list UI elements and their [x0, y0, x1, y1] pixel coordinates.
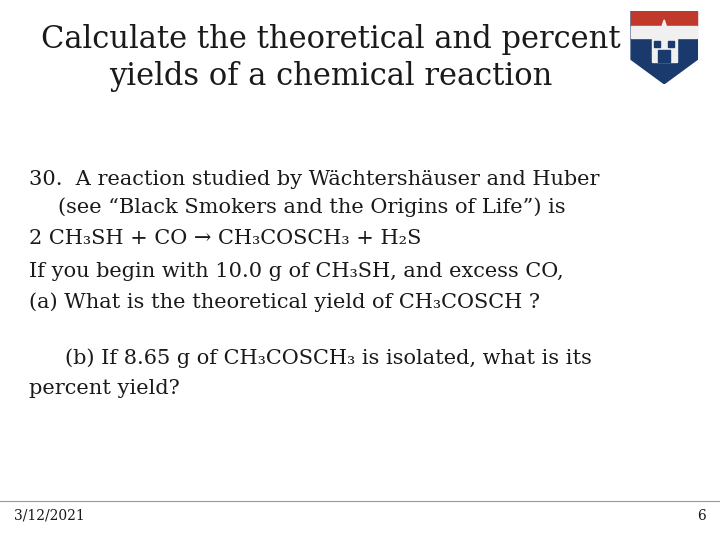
Polygon shape — [654, 41, 660, 47]
Polygon shape — [631, 11, 698, 84]
Text: Calculate the theoretical and percent
yields of a chemical reaction: Calculate the theoretical and percent yi… — [41, 24, 621, 92]
Text: (a) What is the theoretical yield of CH₃COSCH ?: (a) What is the theoretical yield of CH₃… — [29, 293, 540, 312]
Text: 30.  A reaction studied by Wächtershäuser and Huber: 30. A reaction studied by Wächtershäuser… — [29, 170, 599, 189]
Text: 2 CH₃SH + CO → CH₃COSCH₃ + H₂S: 2 CH₃SH + CO → CH₃COSCH₃ + H₂S — [29, 230, 421, 248]
Text: (see “Black Smokers and the Origins of Life”) is: (see “Black Smokers and the Origins of L… — [58, 197, 565, 217]
Text: percent yield?: percent yield? — [29, 379, 179, 398]
Polygon shape — [668, 41, 674, 47]
Polygon shape — [631, 26, 698, 38]
Polygon shape — [660, 20, 668, 32]
Polygon shape — [665, 32, 670, 38]
Polygon shape — [652, 32, 657, 38]
Polygon shape — [658, 32, 663, 38]
Text: 6: 6 — [697, 509, 706, 523]
Text: (b) If 8.65 g of CH₃COSCH₃ is isolated, what is its: (b) If 8.65 g of CH₃COSCH₃ is isolated, … — [65, 348, 592, 368]
Polygon shape — [658, 50, 670, 63]
Polygon shape — [631, 11, 698, 26]
Text: If you begin with 10.0 g of CH₃SH, and excess CO,: If you begin with 10.0 g of CH₃SH, and e… — [29, 262, 564, 281]
Polygon shape — [652, 38, 677, 63]
Text: 3/12/2021: 3/12/2021 — [14, 509, 85, 523]
Polygon shape — [672, 32, 677, 38]
